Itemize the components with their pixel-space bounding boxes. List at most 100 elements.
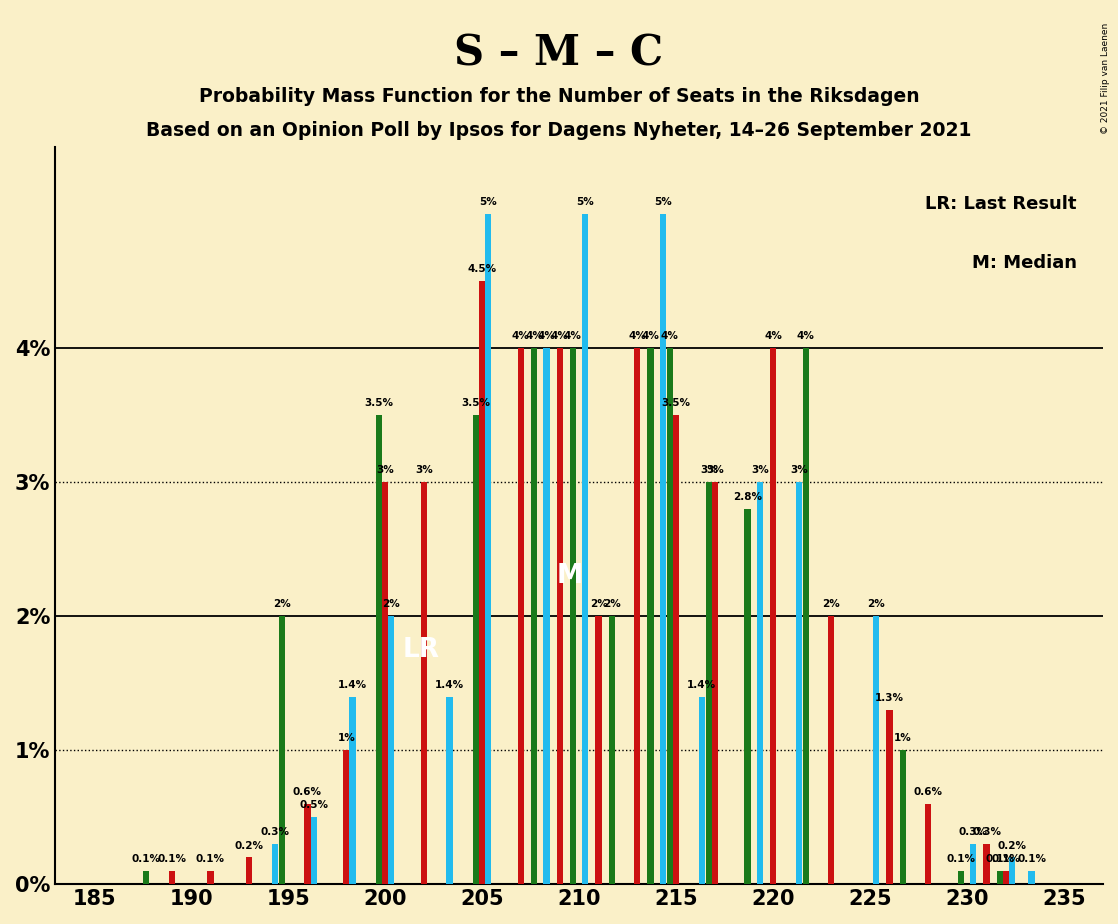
Bar (304, 804, 311, 884)
Text: 0.1%: 0.1% (132, 854, 161, 864)
Bar (246, 857, 253, 884)
Bar (272, 844, 278, 884)
Bar (673, 415, 680, 884)
Bar (828, 616, 834, 884)
Text: 0.2%: 0.2% (235, 841, 264, 851)
Text: 2%: 2% (868, 600, 885, 610)
Bar (570, 348, 576, 884)
Text: 0.3%: 0.3% (260, 827, 290, 837)
Text: LR: LR (402, 637, 439, 663)
Bar (1029, 870, 1034, 884)
Bar (343, 750, 350, 884)
Text: 0.1%: 0.1% (947, 854, 976, 864)
Text: © 2021 Filip van Laenen: © 2021 Filip van Laenen (1101, 23, 1110, 134)
Text: LR: Last Result: LR: Last Result (926, 195, 1077, 213)
Bar (1010, 857, 1015, 884)
Text: 3%: 3% (707, 466, 723, 476)
Text: 4%: 4% (512, 332, 530, 342)
Bar (666, 348, 673, 884)
Bar (485, 214, 492, 884)
Bar (531, 348, 538, 884)
Bar (1003, 870, 1010, 884)
Bar (745, 509, 750, 884)
Text: 0.1%: 0.1% (158, 854, 187, 864)
Text: 2%: 2% (603, 600, 620, 610)
Bar (350, 697, 356, 884)
Bar (207, 870, 214, 884)
Bar (479, 281, 485, 884)
Bar (900, 750, 906, 884)
Text: 2%: 2% (382, 600, 400, 610)
Bar (169, 870, 174, 884)
Text: S – M – C: S – M – C (454, 32, 664, 74)
Text: 4%: 4% (661, 332, 679, 342)
Text: 0.3%: 0.3% (972, 827, 1001, 837)
Bar (647, 348, 654, 884)
Text: 4%: 4% (551, 332, 569, 342)
Text: 1.4%: 1.4% (435, 680, 464, 690)
Text: 0.1%: 0.1% (985, 854, 1014, 864)
Text: 3%: 3% (790, 466, 807, 476)
Text: 4%: 4% (563, 332, 581, 342)
Bar (311, 817, 316, 884)
Bar (278, 616, 285, 884)
Bar (757, 482, 764, 884)
Bar (958, 870, 964, 884)
Bar (608, 616, 615, 884)
Text: 3.5%: 3.5% (662, 398, 691, 408)
Bar (634, 348, 641, 884)
Bar (770, 348, 776, 884)
Bar (446, 697, 453, 884)
Text: 5%: 5% (654, 198, 672, 207)
Text: 0.1%: 0.1% (992, 854, 1021, 864)
Bar (143, 870, 149, 884)
Text: 0.3%: 0.3% (959, 827, 988, 837)
Text: 0.6%: 0.6% (293, 787, 322, 797)
Text: 3%: 3% (700, 466, 718, 476)
Bar (596, 616, 601, 884)
Text: 4%: 4% (642, 332, 660, 342)
Bar (543, 348, 550, 884)
Text: 5%: 5% (577, 198, 594, 207)
Bar (996, 870, 1003, 884)
Text: 3%: 3% (751, 466, 769, 476)
Text: 1%: 1% (894, 734, 911, 744)
Text: 0.1%: 0.1% (196, 854, 225, 864)
Bar (970, 844, 976, 884)
Bar (926, 804, 931, 884)
Text: Based on an Opinion Poll by Ipsos for Dagens Nyheter, 14–26 September 2021: Based on an Opinion Poll by Ipsos for Da… (146, 121, 972, 140)
Text: 4%: 4% (797, 332, 815, 342)
Text: 1%: 1% (338, 734, 356, 744)
Text: 4%: 4% (538, 332, 556, 342)
Text: 2%: 2% (823, 600, 841, 610)
Bar (984, 844, 989, 884)
Text: 4.5%: 4.5% (467, 264, 496, 274)
Text: 0.1%: 0.1% (1017, 854, 1046, 864)
Bar (557, 348, 562, 884)
Bar (388, 616, 395, 884)
Bar (796, 482, 802, 884)
Text: 1.4%: 1.4% (338, 680, 367, 690)
Text: M: M (557, 564, 582, 590)
Bar (582, 214, 588, 884)
Text: 3%: 3% (377, 466, 394, 476)
Bar (803, 348, 808, 884)
Bar (887, 710, 892, 884)
Bar (473, 415, 479, 884)
Bar (699, 697, 704, 884)
Text: 4%: 4% (525, 332, 543, 342)
Bar (705, 482, 712, 884)
Bar (518, 348, 524, 884)
Text: 0.5%: 0.5% (300, 800, 329, 810)
Bar (712, 482, 718, 884)
Text: 2%: 2% (273, 600, 291, 610)
Text: 2.8%: 2.8% (733, 492, 762, 503)
Text: 5%: 5% (480, 198, 498, 207)
Text: 3%: 3% (415, 466, 433, 476)
Text: 3.5%: 3.5% (462, 398, 491, 408)
Text: 0.2%: 0.2% (997, 841, 1026, 851)
Bar (420, 482, 427, 884)
Text: M: Median: M: Median (972, 254, 1077, 272)
Text: 1.3%: 1.3% (875, 693, 904, 703)
Bar (873, 616, 880, 884)
